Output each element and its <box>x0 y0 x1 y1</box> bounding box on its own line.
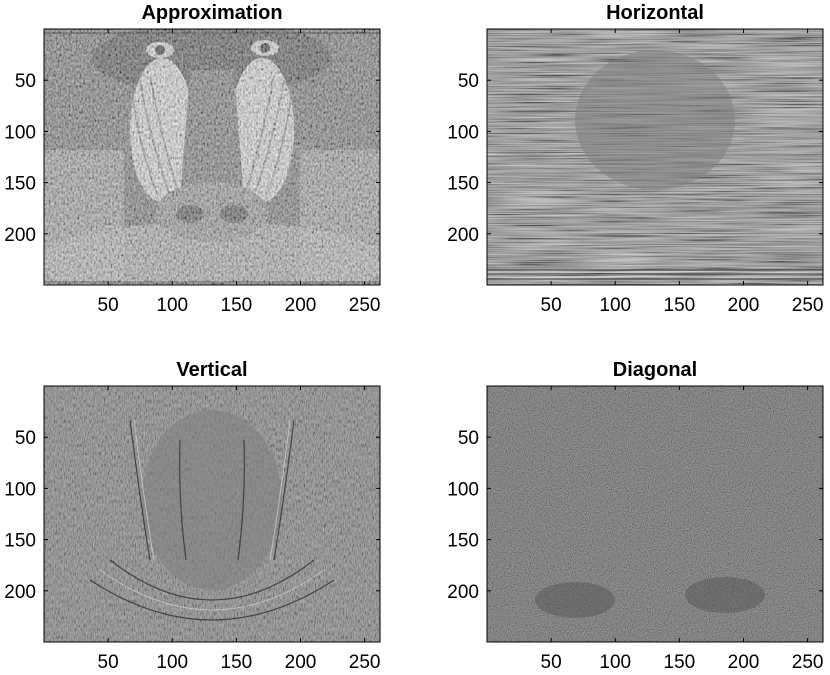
x-tick-label: 150 <box>664 295 696 316</box>
axes-frame-approximation <box>43 28 381 286</box>
image-horizontal <box>487 29 823 285</box>
y-tick-label: 50 <box>458 428 479 449</box>
x-tick-label: 50 <box>541 295 562 316</box>
axes-frame-vertical <box>43 385 381 643</box>
x-tick-label: 100 <box>156 295 188 316</box>
x-ticks-vertical: 50 100 150 200 250 <box>98 386 381 673</box>
y-tick-label: 50 <box>15 71 36 92</box>
x-tick-label: 50 <box>541 652 562 673</box>
x-ticks-approximation: 50 100 150 200 250 <box>98 29 381 316</box>
y-ticks-diagonal: 50 100 150 200 <box>447 428 823 603</box>
y-tick-label: 50 <box>15 428 36 449</box>
y-tick-label: 150 <box>447 531 479 552</box>
x-tick-label: 250 <box>349 652 381 673</box>
y-tick-label: 100 <box>447 122 479 143</box>
x-tick-label: 200 <box>728 295 760 316</box>
x-tick-label: 250 <box>349 295 381 316</box>
y-tick-label: 100 <box>447 479 479 500</box>
y-ticks-approximation: 50 100 150 200 <box>4 71 380 246</box>
y-tick-label: 50 <box>458 71 479 92</box>
x-tick-label: 250 <box>792 295 824 316</box>
x-tick-label: 200 <box>728 652 760 673</box>
x-ticks-horizontal: 50 100 150 200 250 <box>541 29 824 316</box>
panel-title-approximation: Approximation <box>141 2 282 24</box>
x-ticks-diagonal: 50 100 150 200 250 <box>541 386 824 673</box>
panel-diagonal: Diagonal 50 100 150 200 250 50 100 150 200 <box>447 359 824 673</box>
x-tick-label: 200 <box>285 652 317 673</box>
y-tick-label: 200 <box>4 582 36 603</box>
x-tick-label: 250 <box>792 652 824 673</box>
panel-horizontal: Horizontal 50 100 150 200 250 50 100 150 200 <box>447 2 824 316</box>
image-approximation <box>44 29 380 285</box>
x-tick-label: 100 <box>156 652 188 673</box>
x-tick-label: 50 <box>98 295 119 316</box>
x-tick-label: 100 <box>599 652 631 673</box>
y-tick-label: 150 <box>4 531 36 552</box>
x-tick-label: 100 <box>599 295 631 316</box>
panel-title-vertical: Vertical <box>176 359 247 381</box>
y-tick-label: 200 <box>447 582 479 603</box>
x-tick-label: 200 <box>285 295 317 316</box>
y-tick-label: 100 <box>4 122 36 143</box>
x-tick-label: 50 <box>98 652 119 673</box>
x-tick-label: 150 <box>221 652 253 673</box>
panel-approximation: Approximation <box>4 2 381 316</box>
x-tick-label: 150 <box>221 295 253 316</box>
y-tick-label: 200 <box>447 225 479 246</box>
x-tick-label: 150 <box>664 652 696 673</box>
panel-title-horizontal: Horizontal <box>606 2 704 24</box>
panel-title-diagonal: Diagonal <box>613 359 697 381</box>
y-tick-label: 150 <box>4 174 36 195</box>
image-diagonal <box>487 386 823 642</box>
y-ticks-horizontal: 50 100 150 200 <box>447 71 823 246</box>
axes-frame-diagonal <box>486 385 824 643</box>
y-tick-label: 100 <box>4 479 36 500</box>
y-ticks-vertical: 50 100 150 200 <box>4 428 380 603</box>
axes-frame-horizontal <box>486 28 824 286</box>
y-tick-label: 150 <box>447 174 479 195</box>
y-tick-label: 200 <box>4 225 36 246</box>
image-vertical <box>44 386 380 642</box>
